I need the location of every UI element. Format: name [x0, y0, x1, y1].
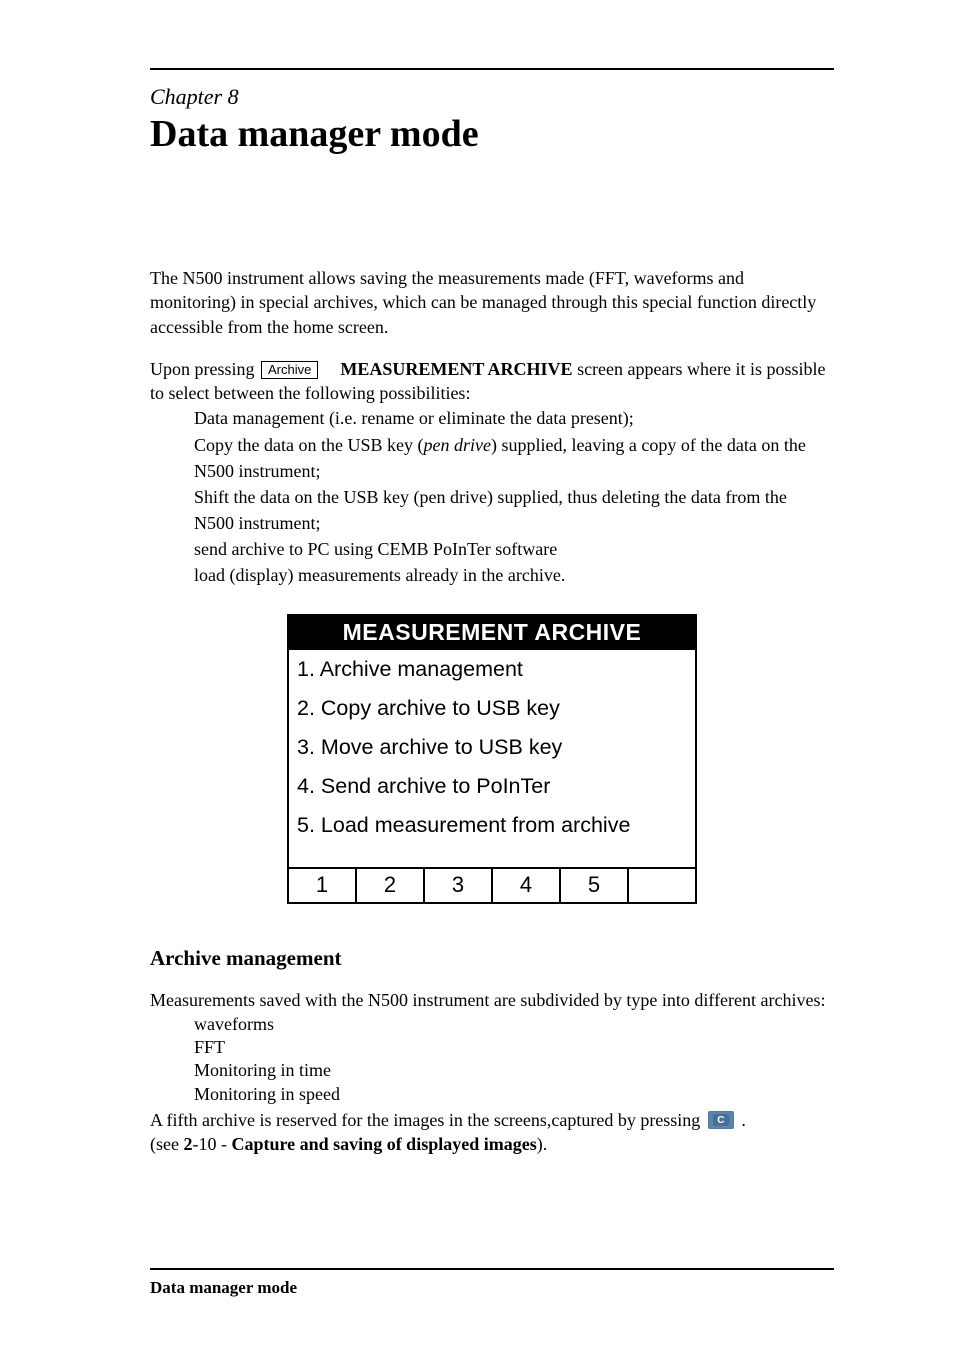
poss-item: Shift the data on the USB key (pen drive… — [194, 484, 834, 510]
archive-types-list: waveforms FFT Monitoring in time Monitor… — [150, 1013, 834, 1107]
screen-item: 1. Archive management — [295, 650, 689, 689]
poss-item: N500 instrument; — [194, 510, 834, 536]
measurement-archive-screen: MEASUREMENT ARCHIVE 1. Archive managemen… — [287, 614, 697, 904]
poss-item: load (display) measurements already in t… — [194, 562, 834, 588]
softkey-6 — [629, 869, 695, 902]
softkey-3: 3 — [425, 869, 493, 902]
archive-type: FFT — [194, 1036, 834, 1059]
fifth-archive-line: A fifth archive is reserved for the imag… — [150, 1108, 834, 1132]
screen-item: 3. Move archive to USB key — [295, 728, 689, 767]
screen-item: 2. Copy archive to USB key — [295, 689, 689, 728]
softkey-2: 2 — [357, 869, 425, 902]
bottom-rule — [150, 1268, 834, 1270]
poss-item: Data management (i.e. rename or eliminat… — [194, 405, 834, 431]
see-mid: -10 - — [192, 1134, 231, 1154]
softkey-row: 1 2 3 4 5 — [289, 867, 695, 902]
press-prefix: Upon pressing — [150, 359, 259, 379]
press-line: Upon pressing Archive MEASUREMENT ARCHIV… — [150, 357, 834, 406]
section-heading: Archive management — [150, 944, 834, 972]
archive-type: Monitoring in speed — [194, 1083, 834, 1106]
press-bold: MEASUREMENT ARCHIVE — [340, 359, 572, 379]
softkey-5: 5 — [561, 869, 629, 902]
archive-type: waveforms — [194, 1013, 834, 1036]
fifth-prefix: A fifth archive is reserved for the imag… — [150, 1110, 705, 1130]
see-suffix: ). — [537, 1134, 548, 1154]
italic-segment: pen drive — [423, 435, 490, 455]
screen-wrapper: MEASUREMENT ARCHIVE 1. Archive managemen… — [150, 614, 834, 904]
archive-type: Monitoring in time — [194, 1059, 834, 1082]
poss-item: send archive to PC using CEMB PoInTer so… — [194, 536, 834, 562]
page-title: Data manager mode — [150, 112, 834, 156]
fifth-suffix: . — [741, 1110, 746, 1130]
page-footer: Data manager mode — [150, 1268, 834, 1298]
footer-text: Data manager mode — [150, 1278, 834, 1298]
screen-item: 4. Send archive to PoInTer — [295, 767, 689, 806]
screen-title: MEASUREMENT ARCHIVE — [289, 616, 695, 650]
c-key-label: C — [713, 1114, 729, 1126]
chapter-label: Chapter 8 — [150, 84, 834, 110]
poss-item: N500 instrument; — [194, 458, 834, 484]
archive-button-graphic: Archive — [261, 361, 318, 379]
softkey-1: 1 — [289, 869, 357, 902]
screen-body: 1. Archive management 2. Copy archive to… — [289, 650, 695, 867]
see-line: (see 2-10 - Capture and saving of displa… — [150, 1132, 834, 1156]
softkey-4: 4 — [493, 869, 561, 902]
screen-item: 5. Load measurement from archive — [295, 806, 689, 845]
intro-paragraph: The N500 instrument allows saving the me… — [150, 266, 834, 339]
top-rule — [150, 68, 834, 70]
section-intro: Measurements saved with the N500 instrum… — [150, 988, 834, 1012]
possibilities-list: Data management (i.e. rename or eliminat… — [150, 405, 834, 588]
see-bold-2: Capture and saving of displayed images — [231, 1134, 536, 1154]
poss-item: Copy the data on the USB key (pen drive)… — [194, 432, 834, 458]
c-key-icon: C — [708, 1111, 734, 1129]
see-prefix: (see — [150, 1134, 183, 1154]
